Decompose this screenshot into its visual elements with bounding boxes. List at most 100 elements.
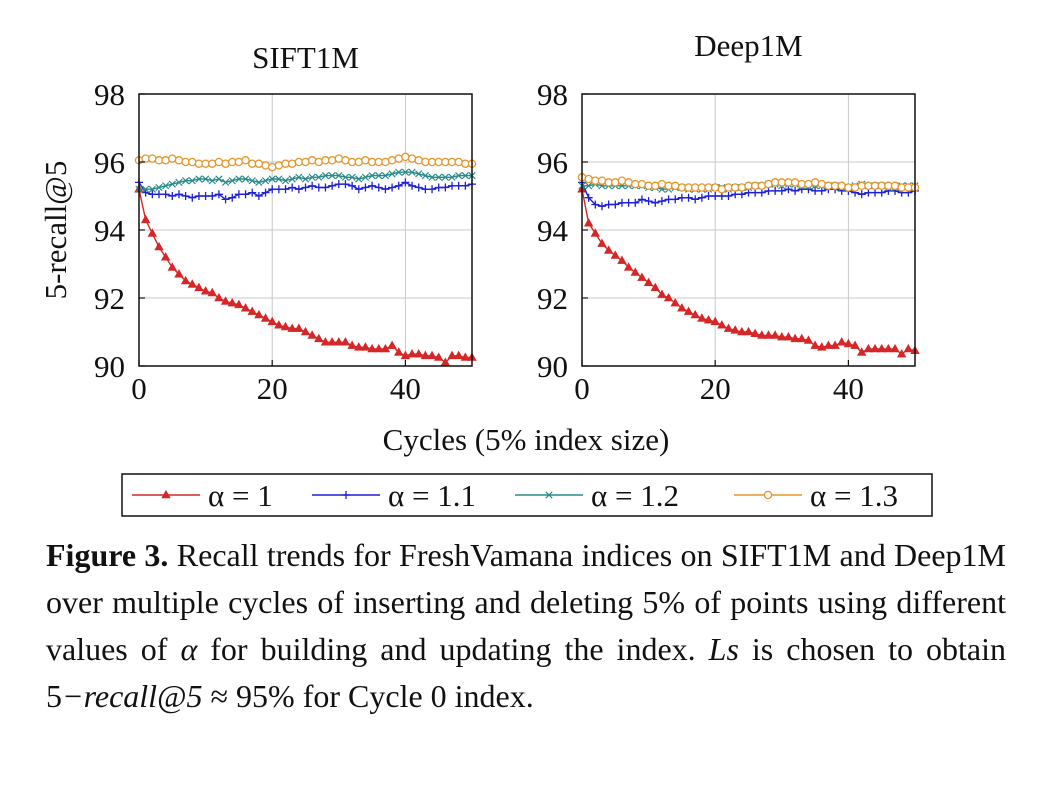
sift1m-series-alpha-1-point-5 [167,262,178,271]
sift1m-series-alpha-1-point-32 [347,340,357,349]
sift1m-series-alpha-1-1-point-12 [214,190,223,199]
deep1m-xtick-label-40: 40 [833,371,864,406]
sift1m-series-alpha-1-point-36 [374,343,384,353]
sift1m-series-alpha-1-2-point-27 [315,173,323,181]
sift1m-series-alpha-1-point-18 [254,309,264,319]
sift1m-series-alpha-1-2-point-40 [401,168,410,176]
deep1m-series-alpha-1-1-point-3 [597,202,606,211]
deep1m-series-alpha-1-point-16 [683,306,694,315]
sift1m-series-alpha-1-1-point-46 [441,183,450,192]
sift1m-series-alpha-1-point-12 [214,292,224,302]
x-axis-label: Cycles (5% index size) [383,422,670,457]
deep1m-series-alpha-1-point-39 [837,337,847,346]
deep1m-series-alpha-1-point-37 [823,340,834,349]
deep1m-series-alpha-1-1-point-2 [591,200,600,209]
deep1m-series-alpha-1-point-1 [583,218,594,227]
sift1m-series-alpha-1-2-point-7 [181,177,190,185]
sift1m-series-alpha-1-point-19 [260,313,271,322]
sift1m-series-alpha-1-2-point-39 [395,168,403,176]
sift1m-series-alpha-1-point-34 [360,342,371,351]
sift1m-series-alpha-1-2-point-16 [241,175,250,183]
sift1m-ytick-label-94: 94 [94,213,126,248]
chart-panel-deep1m: 90 92 94 96 98 0 20 40 Deep1M [537,28,920,406]
deep1m-series-alpha-1-point-41 [850,340,860,349]
sift1m-ytick-label-98: 98 [94,77,125,112]
deep1m-series-alpha-1-2-point-1 [585,182,593,190]
legend-item-alpha-1-2-swatch-point-0 [545,491,553,499]
sift1m-series-alpha-1-1-point-36 [374,183,383,192]
sift1m-series-alpha-1-point-40 [400,350,411,360]
sift1m-series-alpha-1-point-6 [174,269,184,278]
sift1m-series-alpha-1-2-point-19 [261,177,270,185]
deep1m-series-alpha-1-point-38 [830,340,840,349]
sift1m-series-alpha-1-point-37 [380,343,391,353]
deep1m-series-alpha-1-point-26 [750,328,760,338]
deep1m-series-alpha-1-point-34 [803,335,814,344]
deep1m-series-alpha-1-point-11 [650,282,660,292]
sift1m-series-alpha-1-point-2 [147,228,158,237]
sift1m-series-alpha-1-1-point-32 [348,181,357,190]
sift1m-series-alpha-1-2-point-3 [155,183,163,192]
deep1m-series-alpha-1-point-42 [857,347,867,356]
legend-item-alpha-1-3: α = 1.3 [734,478,898,513]
sift1m-series-alpha-1-2-point-34 [361,173,370,181]
sift1m-series-alpha-1-2-point-35 [368,171,376,180]
legend-item-alpha-1-3-label: α = 1.3 [810,478,898,513]
deep1m-series-alpha-1-point-13 [663,292,674,302]
deep1m-series-alpha-1-point-49 [903,343,914,353]
sift1m-series-alpha-1-3-point-16 [241,156,250,165]
legend-item-alpha-1-1: α = 1.1 [312,478,476,513]
deep1m-series-alpha-1-point-8 [630,267,640,276]
deep1m-xtick-label-0: 0 [574,371,590,406]
sift1m-series-alpha-1-2-point-36 [375,171,383,180]
sift1m-series-alpha-1-point-16 [240,303,251,312]
sift1m-series-alpha-1-2-point-25 [301,175,310,183]
sift1m-series-alpha-1-2-point-4 [162,182,170,190]
sift1m-series-alpha-1-1-point-28 [321,183,330,192]
sift1m-series-alpha-1-point-45 [433,352,444,361]
deep1m-series-alpha-1-point-30 [777,331,787,341]
sift1m-series-alpha-1-2-point-15 [235,175,243,183]
deep1m-ytick-label-92: 92 [537,281,568,316]
sift1m-series-alpha-1-point-38 [387,340,397,349]
legend-item-alpha-1-1-swatch-point-0 [342,491,350,499]
deep1m-series-alpha-1-1-point-5 [611,200,620,209]
deep1m-series-alpha-1-point-44 [870,343,880,353]
deep1m-series-alpha-1-point-47 [890,343,900,353]
deep1m-series-alpha-1-point-22 [723,323,734,332]
sift1m-series-alpha-1-1-point-4 [161,190,170,199]
deep1m-series-alpha-1-point-20 [710,316,720,326]
deep1m-series-alpha-1-point-28 [763,330,774,339]
deep1m-series-alpha-1-1-point-17 [691,195,700,204]
sift1m-series-alpha-1-1-point-14 [228,193,237,202]
legend-item-alpha-1-1-label: α = 1.1 [388,478,476,513]
sift1m-series-alpha-1-2-point-47 [448,173,456,181]
deep1m-series-alpha-1-1-point-11 [651,198,660,207]
deep1m-series-alpha-1-point-15 [677,303,687,312]
sift1m-series-alpha-1-2-point-23 [288,175,296,183]
sift1m-series-alpha-1-2-point-21 [275,175,283,183]
deep1m-series-alpha-1-1-point-12 [657,197,666,206]
sift1m-series-alpha-1-point-30 [334,337,344,346]
sift1m-series-alpha-1-point-42 [414,348,424,358]
deep1m-series-alpha-1-point-10 [643,277,654,287]
deep1m-series-alpha-1-point-12 [657,289,667,298]
deep1m-series-alpha-1-1-point-1 [584,193,593,202]
sift1m-series-alpha-1-2-point-6 [175,178,183,187]
sift1m-series-alpha-1-2-point-12 [215,175,223,183]
legend-item-alpha-1-2: α = 1.2 [515,478,679,513]
sift1m-series-alpha-1-point-28 [320,337,331,346]
sift1m-series-alpha-1-1-point-25 [301,183,310,192]
sift1m-series-alpha-1-point-21 [274,320,284,329]
sift1m-series-alpha-1-2-point-13 [221,178,230,187]
deep1m-series-alpha-1-1-point-9 [637,195,646,204]
sift1m-series-alpha-1-1-point-44 [428,185,437,194]
sift1m-series-alpha-1-1-point-39 [394,181,403,190]
sift1m-series-alpha-1-point-7 [180,275,191,285]
sift1m-series-alpha-1-2-point-38 [388,170,396,178]
sift1m-series-alpha-1-3 [134,152,477,172]
sift1m-series-alpha-1-1-point-19 [261,188,270,197]
sift1m-series-alpha-1-point-17 [247,306,257,315]
deep1m-series-alpha-1-point-4 [603,245,614,254]
sift1m-series-alpha-1-2-point-9 [195,175,203,183]
